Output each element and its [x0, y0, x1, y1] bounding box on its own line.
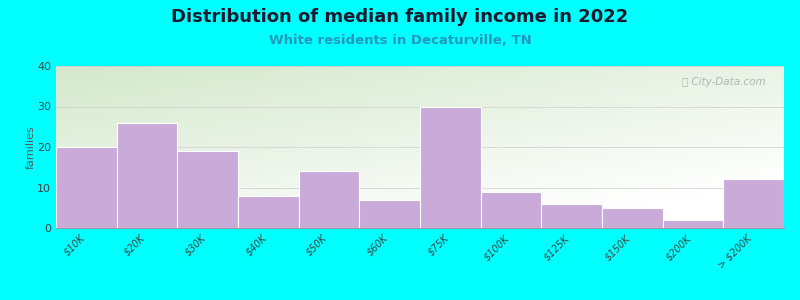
Bar [662, 220, 723, 228]
Bar [723, 179, 784, 228]
Bar [359, 200, 420, 228]
Bar [56, 147, 117, 228]
Bar [542, 204, 602, 228]
Bar [238, 196, 298, 228]
Bar [602, 208, 662, 228]
Text: White residents in Decaturville, TN: White residents in Decaturville, TN [269, 34, 531, 47]
Y-axis label: families: families [26, 125, 36, 169]
Bar [117, 123, 178, 228]
Text: Distribution of median family income in 2022: Distribution of median family income in … [171, 8, 629, 26]
Text: ⓘ City-Data.com: ⓘ City-Data.com [682, 77, 766, 87]
Bar [420, 106, 481, 228]
Bar [481, 192, 542, 228]
Bar [298, 171, 359, 228]
Bar [178, 151, 238, 228]
